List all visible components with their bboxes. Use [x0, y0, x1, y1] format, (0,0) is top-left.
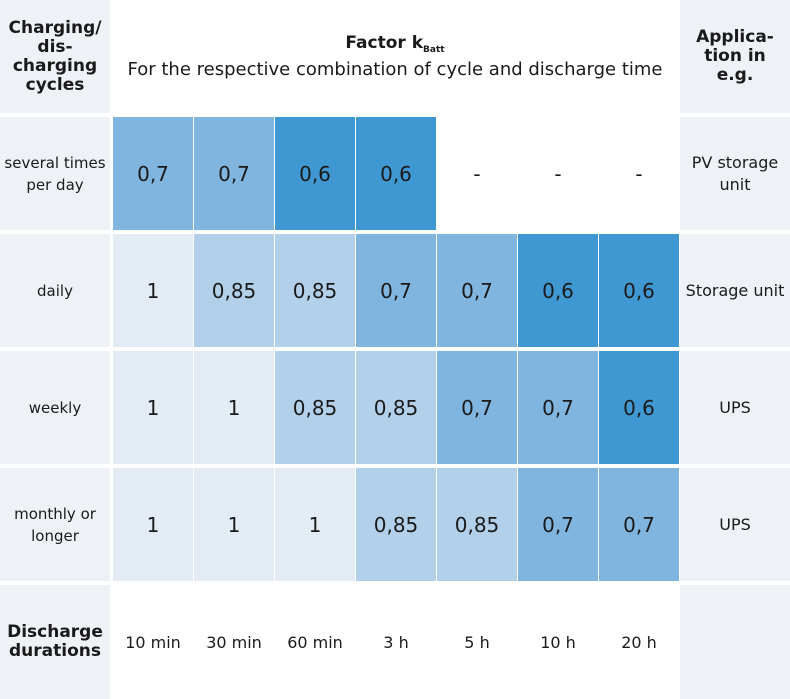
row-2-value-4: 0,7 — [437, 351, 517, 464]
row-0-value-0: 0,7 — [113, 117, 193, 230]
row-1-value-0: 1 — [113, 234, 193, 347]
row-3-value-6: 0,7 — [599, 468, 679, 581]
row-3-cycle-text: monthly or longer — [14, 504, 96, 545]
duration-0: 10 min — [125, 632, 181, 652]
row-2-application-text: UPS — [719, 397, 751, 417]
row-2-value-1: 1 — [194, 351, 274, 464]
row-1-value-3: 0,7 — [356, 234, 436, 347]
row-3-value-2: 1 — [275, 468, 355, 581]
row-1-value-1: 0,85 — [194, 234, 274, 347]
row-3-value-0: 1 — [113, 468, 193, 581]
row-2-value-3: 0,85 — [356, 351, 436, 464]
header-application-text: Applica- tion in e.g. — [696, 27, 774, 85]
durations-label-text: Discharge durations — [7, 622, 103, 661]
row-1-value-2: 0,85 — [275, 234, 355, 347]
factor-title: Factor kBatt — [345, 33, 444, 55]
header-application-label: Applica- tion in e.g. — [680, 0, 790, 113]
durations-label: Discharge durations — [0, 585, 110, 699]
row-2-value-2: 0,85 — [275, 351, 355, 464]
row-0-application: PV storage unit — [680, 117, 790, 230]
row-2-cycle: weekly — [0, 351, 110, 464]
row-3-value-4: 0,85 — [437, 468, 517, 581]
row-1-value-4: 0,7 — [437, 234, 517, 347]
row-0-value-6: - — [599, 117, 679, 230]
header-factor: Factor kBatt For the respective combinat… — [110, 0, 680, 113]
row-0-value-3: 0,6 — [356, 117, 436, 230]
header-cycles-text: Charging/ dis- charging cycles — [8, 17, 102, 95]
row-3-value-1: 1 — [194, 468, 274, 581]
row-3-cycle: monthly or longer — [0, 468, 110, 581]
factor-title-text: Factor k — [345, 33, 424, 53]
row-1-application-text: Storage unit — [685, 280, 785, 300]
row-0-value-5: - — [518, 117, 598, 230]
row-1-cycle-text: daily — [37, 281, 73, 300]
row-1-value-6: 0,6 — [599, 234, 679, 347]
row-3-application-text: UPS — [719, 514, 751, 534]
row-0-value-1: 0,7 — [194, 117, 274, 230]
row-1-cycle: daily — [0, 234, 110, 347]
footer-application-blank — [680, 585, 790, 699]
duration-4: 5 h — [464, 632, 490, 652]
row-3-value-5: 0,7 — [518, 468, 598, 581]
row-2-value-0: 1 — [113, 351, 193, 464]
row-2-cycle-text: weekly — [28, 398, 82, 417]
row-2-value-6: 0,6 — [599, 351, 679, 464]
duration-2: 60 min — [287, 632, 343, 652]
row-1-application: Storage unit — [680, 234, 790, 347]
row-0-cycle: several times per day — [0, 117, 110, 230]
duration-6: 20 h — [621, 632, 657, 652]
header-cycles-label: Charging/ dis- charging cycles — [0, 0, 110, 113]
duration-5: 10 h — [540, 632, 576, 652]
row-3-value-3: 0,85 — [356, 468, 436, 581]
row-0-cycle-text: several times per day — [4, 153, 106, 194]
row-0-value-4: - — [437, 117, 517, 230]
row-2-value-5: 0,7 — [518, 351, 598, 464]
row-2-application: UPS — [680, 351, 790, 464]
factor-subtitle: For the respective combination of cycle … — [127, 59, 663, 80]
factor-subscript: Batt — [423, 45, 445, 55]
row-3-application: UPS — [680, 468, 790, 581]
row-0-value-2: 0,6 — [275, 117, 355, 230]
duration-1: 30 min — [206, 632, 262, 652]
row-1-value-5: 0,6 — [518, 234, 598, 347]
row-0-application-text: PV storage unit — [691, 152, 779, 194]
duration-3: 3 h — [383, 632, 409, 652]
